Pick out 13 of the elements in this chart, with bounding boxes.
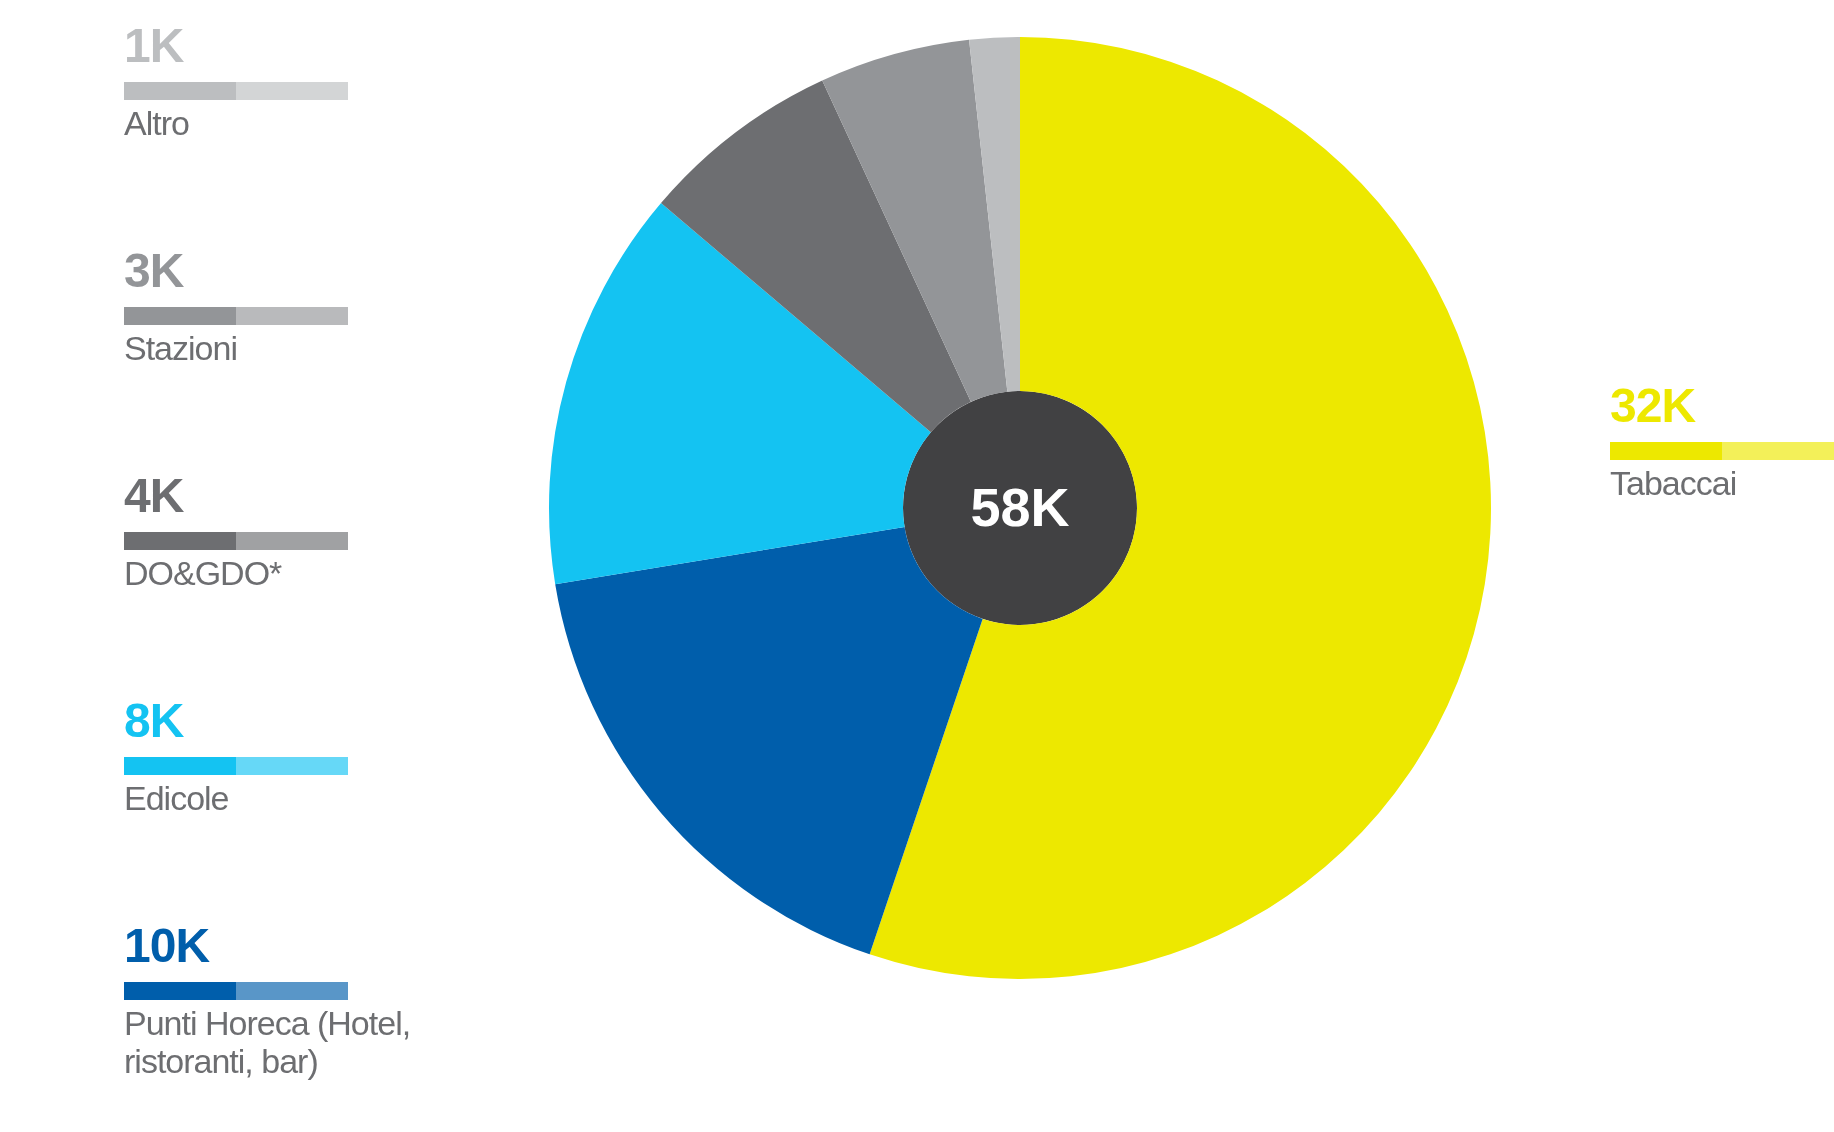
data-label: 10K bbox=[124, 919, 211, 972]
text: 58K bbox=[969, 476, 1071, 538]
legend-label: Punti Horeca (Hotel, ristoranti, bar) bbox=[124, 1004, 412, 1080]
data-label: 32K bbox=[1610, 379, 1697, 432]
data-label: 3K bbox=[124, 244, 185, 297]
data-label: 1K bbox=[124, 19, 185, 72]
legend-label: Altro bbox=[124, 104, 190, 142]
data-label: 8K bbox=[124, 694, 185, 747]
legend-label: DO&GDO* bbox=[124, 554, 283, 592]
legend-label: Edicole bbox=[124, 779, 230, 817]
legend-label: Tabaccai bbox=[1610, 464, 1738, 502]
data-label: 4K bbox=[124, 469, 185, 522]
legend-label: Stazioni bbox=[124, 329, 238, 367]
